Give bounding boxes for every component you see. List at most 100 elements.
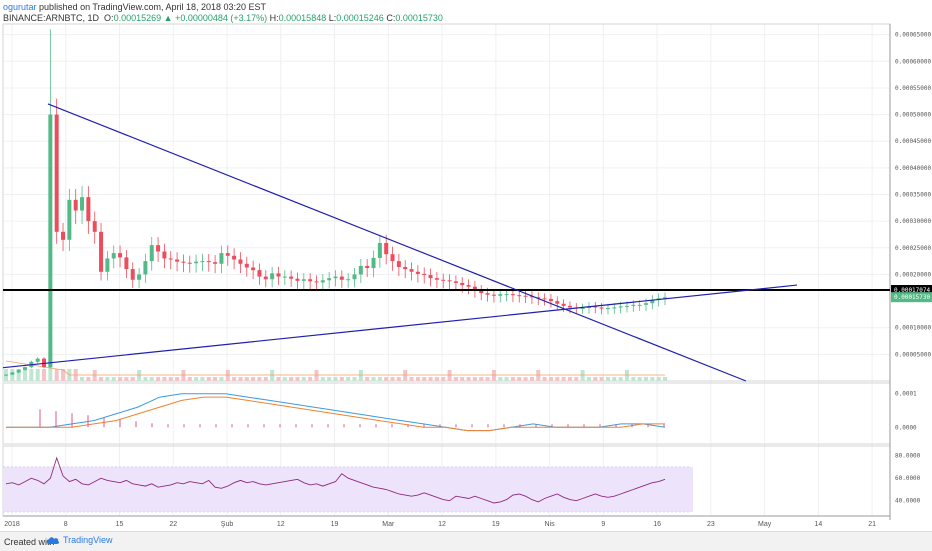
volume-bar — [586, 377, 591, 381]
footer-bar: Created with TradingView — [0, 531, 932, 551]
candle-body — [86, 197, 91, 222]
volume-bar — [523, 377, 528, 381]
volume-bar — [320, 377, 325, 381]
volume-bar — [314, 370, 319, 381]
candle-body — [561, 303, 566, 306]
price-tick-label: 0.00050000 — [895, 112, 932, 119]
chart-header-line1: ogurutar published on TradingView.com, A… — [3, 2, 266, 13]
candle-body — [225, 253, 230, 256]
volume-bar — [441, 377, 446, 381]
price-tick-label: 0.00010000 — [895, 325, 932, 332]
candle-body — [308, 279, 313, 282]
volume-ma-line — [5, 360, 665, 376]
volume-bar — [593, 377, 598, 381]
volume-bar — [263, 377, 268, 381]
volume-bar — [643, 377, 648, 381]
price-tick-label: 0.00035000 — [895, 192, 932, 199]
candle-body — [618, 306, 623, 308]
volume-bar — [289, 377, 294, 381]
candle-body — [232, 255, 237, 260]
candle-body — [377, 242, 382, 258]
volume-bar — [92, 370, 97, 381]
volume-bar — [479, 377, 484, 381]
time-tick-label: 2018 — [4, 521, 20, 528]
candle-body — [168, 258, 173, 260]
price-tick-label: 0.00060000 — [895, 58, 932, 65]
candle-body — [555, 301, 560, 304]
candle-body — [181, 261, 186, 263]
tradingview-brand: TradingView — [63, 535, 113, 545]
volume-bar — [23, 369, 28, 381]
volume-bar — [225, 370, 230, 381]
volume-bar — [472, 377, 477, 381]
volume-bar — [548, 377, 553, 381]
candle-body — [536, 297, 541, 299]
time-tick-label: 19 — [492, 521, 500, 528]
volume-bar — [498, 377, 503, 381]
rsi-line — [5, 456, 666, 504]
price-tick-label: 0.00045000 — [895, 138, 932, 145]
macd-line — [6, 393, 666, 432]
volume-bar — [80, 377, 85, 381]
candle-body — [244, 263, 249, 268]
candle-body — [16, 369, 21, 373]
candle-body — [390, 254, 395, 262]
chart-canvas[interactable]: 0.00065000 0.00060000 0.00055000 0.00050000… — [0, 0, 932, 531]
candle-body — [130, 269, 135, 280]
grid-lines — [3, 24, 890, 516]
tradingview-logo[interactable]: TradingView — [46, 535, 113, 545]
volume-bar — [365, 377, 370, 381]
candle-body — [23, 367, 28, 370]
volume-bar — [663, 377, 667, 381]
candle-body — [270, 273, 275, 280]
candle-body — [453, 281, 458, 283]
candle-body — [479, 290, 484, 294]
volume-bar — [637, 377, 642, 381]
symbol-label[interactable]: BINANCE:ARNBTC, 1D — [3, 13, 100, 23]
volume-bar — [466, 377, 471, 381]
candle-body — [346, 279, 351, 281]
rsi-pane — [3, 456, 693, 513]
rsi-tick-label: 60.0000 — [895, 475, 921, 482]
candle-body — [213, 262, 218, 264]
volume-bar — [536, 370, 541, 381]
macd-tick-label: 0.0000 — [895, 424, 917, 431]
volume-bar — [149, 377, 154, 381]
volume-bar — [35, 369, 40, 381]
author-link[interactable]: ogurutar — [3, 2, 37, 12]
volume-bar — [555, 377, 560, 381]
volume-bar — [213, 377, 218, 381]
volume-bars — [4, 351, 667, 381]
volume-bar — [491, 370, 496, 381]
candle-body — [637, 304, 642, 306]
level-price-tag — [891, 285, 932, 296]
drawing-tools — [2, 103, 890, 382]
candle-body — [320, 280, 325, 283]
volume-bar — [308, 377, 313, 381]
time-tick-label: Nis — [545, 521, 556, 528]
candle-body — [99, 231, 104, 272]
volume-bar — [137, 370, 142, 381]
candle-body — [612, 307, 617, 309]
volume-bar — [358, 370, 363, 381]
candle-body — [35, 358, 40, 362]
time-tick-label: 15 — [116, 521, 124, 528]
candle-body — [73, 199, 78, 211]
price-tick-label: 0.00025000 — [895, 245, 932, 252]
volume-bar — [510, 377, 515, 381]
price-tick-label: 0.00030000 — [895, 218, 932, 225]
candle-body — [92, 221, 97, 232]
volume-bar — [599, 377, 604, 381]
volume-bar — [187, 377, 192, 381]
time-tick-label: 8 — [64, 521, 68, 528]
volume-bar — [605, 377, 610, 381]
time-tick-label: 22 — [169, 521, 177, 528]
rsi-band — [3, 466, 693, 512]
candle-body — [111, 253, 116, 259]
price-tick-label: 0.00055000 — [895, 85, 932, 92]
volume-bar — [415, 377, 420, 381]
time-axis[interactable]: 2018 8 15 22 Şub 12 19 Mar 12 19 Nis 9 16 23 May 14 21 — [4, 521, 876, 528]
price-axis[interactable]: 0.00065000 0.00060000 0.00055000 0.00050000… — [891, 32, 932, 505]
candle-body — [4, 374, 8, 376]
candle-body — [80, 197, 85, 211]
